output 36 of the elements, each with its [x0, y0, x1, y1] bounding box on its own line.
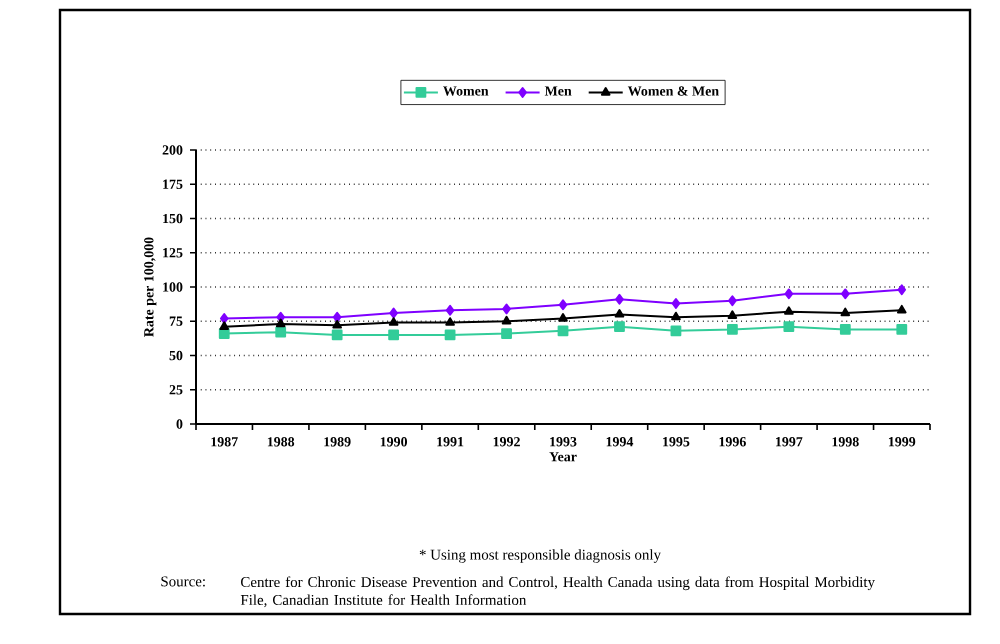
- point: [726, 324, 738, 335]
- point: [388, 317, 399, 326]
- point: [897, 284, 907, 296]
- point: [502, 303, 511, 315]
- point: [389, 307, 398, 319]
- point: [275, 318, 286, 328]
- point: [388, 329, 400, 341]
- point: [614, 309, 625, 318]
- point: [445, 304, 455, 316]
- point: [841, 288, 850, 300]
- point: [501, 328, 512, 339]
- point: [671, 298, 681, 309]
- point: [331, 329, 343, 341]
- point: [219, 313, 229, 324]
- point: [670, 325, 682, 337]
- point: [896, 304, 907, 314]
- point: [501, 315, 512, 325]
- point: [557, 325, 569, 337]
- point: [275, 326, 287, 338]
- point: [445, 317, 455, 326]
- point: [839, 324, 851, 335]
- point: [727, 310, 738, 319]
- point: [783, 321, 795, 333]
- point: [332, 319, 342, 329]
- point: [671, 311, 681, 321]
- point: [615, 293, 624, 305]
- point: [896, 324, 908, 335]
- point: [784, 306, 794, 315]
- point: [728, 295, 737, 307]
- point: [840, 307, 851, 317]
- point: [219, 321, 230, 330]
- point: [614, 321, 625, 333]
- point: [784, 288, 794, 300]
- point: [558, 299, 568, 311]
- point: [558, 313, 568, 322]
- point: [332, 311, 342, 323]
